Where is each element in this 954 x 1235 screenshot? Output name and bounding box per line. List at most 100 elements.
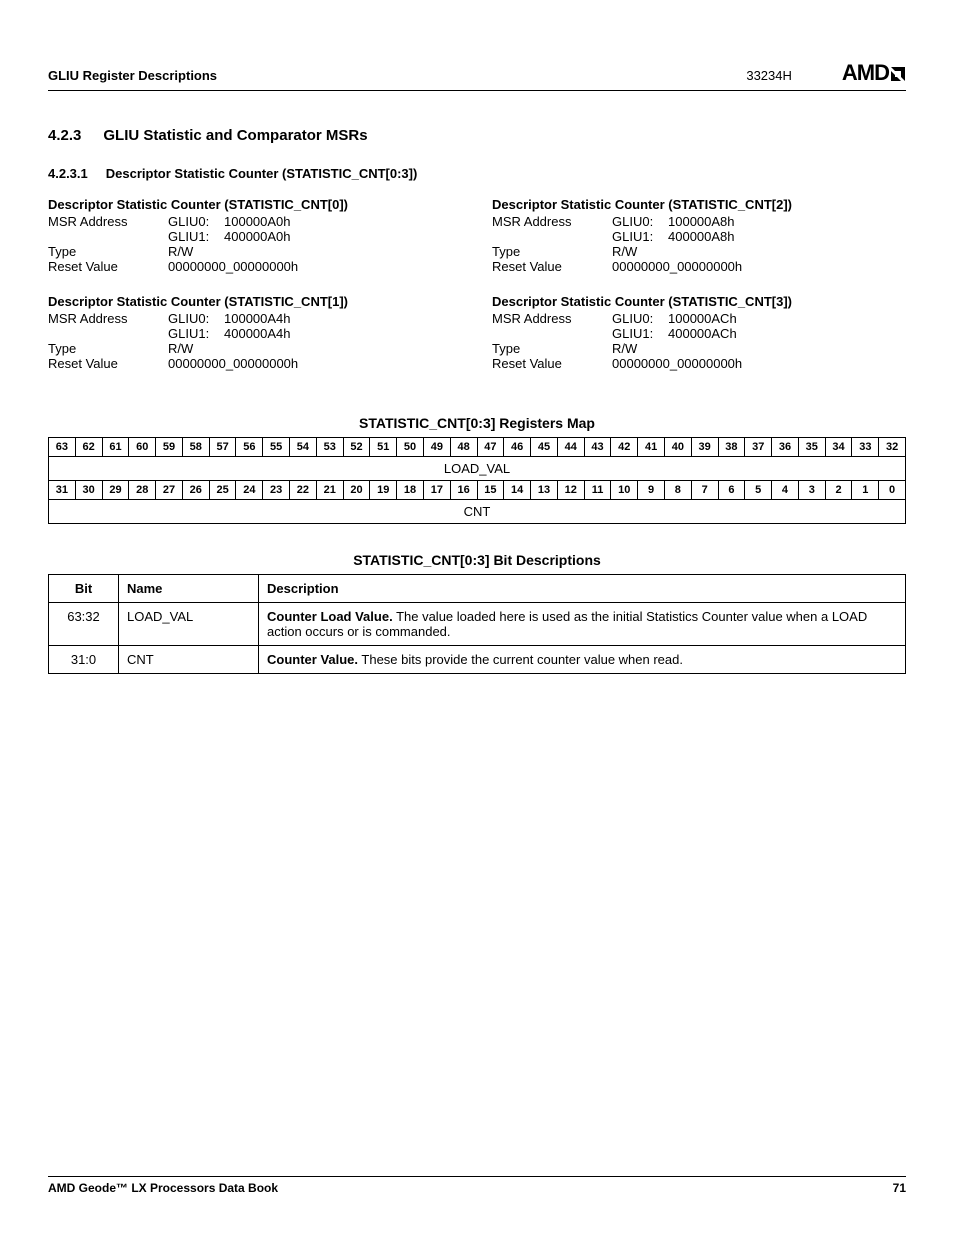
value-gliu1: 400000A8h <box>668 229 735 244</box>
counter-title: Descriptor Statistic Counter (STATISTIC_… <box>48 197 462 212</box>
value-gliu1: 400000A4h <box>224 326 291 341</box>
bit-number-cell: 45 <box>531 438 558 457</box>
bit-number-cell: 57 <box>209 438 236 457</box>
value-type: R/W <box>612 244 637 259</box>
label-gliu0: GLIU0: <box>168 311 224 326</box>
bit-number-cell: 60 <box>129 438 156 457</box>
label-type: Type <box>48 341 168 356</box>
bit-number-cell: 61 <box>102 438 129 457</box>
bit-number-cell: 25 <box>209 481 236 500</box>
label-reset: Reset Value <box>48 356 168 371</box>
bit-number-cell: 22 <box>290 481 317 500</box>
bitmap-low-field: CNT <box>49 500 906 524</box>
label-type: Type <box>492 244 612 259</box>
value-gliu1: 400000A0h <box>224 229 291 244</box>
label-reset: Reset Value <box>492 259 612 274</box>
page-footer: AMD Geode™ LX Processors Data Book 71 <box>48 1176 906 1195</box>
value-gliu0: 100000A4h <box>224 311 291 326</box>
bit-number-cell: 21 <box>316 481 343 500</box>
counter-block-3: Descriptor Statistic Counter (STATISTIC_… <box>492 294 906 371</box>
cell-desc: Counter Value. These bits provide the cu… <box>259 646 906 674</box>
label-gliu1: GLIU1: <box>168 229 224 244</box>
bit-number-cell: 28 <box>129 481 156 500</box>
bit-number-cell: 4 <box>772 481 799 500</box>
bit-number-cell: 55 <box>263 438 290 457</box>
cell-bit: 31:0 <box>49 646 119 674</box>
subsection-title: Descriptor Statistic Counter (STATISTIC_… <box>106 166 418 181</box>
page-header: GLIU Register Descriptions 33234H AMD <box>48 60 906 91</box>
bit-number-cell: 41 <box>638 438 665 457</box>
bit-desc-table: Bit Name Description 63:32 LOAD_VAL Coun… <box>48 574 906 674</box>
bit-number-cell: 52 <box>343 438 370 457</box>
bit-number-cell: 3 <box>798 481 825 500</box>
bit-number-cell: 23 <box>263 481 290 500</box>
value-gliu0: 100000A8h <box>668 214 735 229</box>
bit-number-cell: 33 <box>852 438 879 457</box>
section-number: 4.2.3 <box>48 127 81 144</box>
bit-number-cell: 36 <box>772 438 799 457</box>
bit-number-cell: 18 <box>397 481 424 500</box>
bit-number-cell: 14 <box>504 481 531 500</box>
bit-number-cell: 31 <box>49 481 76 500</box>
value-reset: 00000000_00000000h <box>168 259 298 274</box>
bit-number-cell: 40 <box>664 438 691 457</box>
label-msr-address: MSR Address <box>492 214 612 229</box>
bit-number-cell: 16 <box>450 481 477 500</box>
label-msr-address: MSR Address <box>48 214 168 229</box>
counter-title: Descriptor Statistic Counter (STATISTIC_… <box>492 294 906 309</box>
label-gliu1: GLIU1: <box>612 229 668 244</box>
header-section-title: GLIU Register Descriptions <box>48 68 217 83</box>
bit-desc-title: STATISTIC_CNT[0:3] Bit Descriptions <box>48 552 906 568</box>
label-msr-address: MSR Address <box>48 311 168 326</box>
bit-number-cell: 39 <box>691 438 718 457</box>
counter-block-1: Descriptor Statistic Counter (STATISTIC_… <box>48 294 462 371</box>
bit-number-cell: 37 <box>745 438 772 457</box>
cell-desc: Counter Load Value. The value loaded her… <box>259 603 906 646</box>
bit-number-cell: 1 <box>852 481 879 500</box>
cell-desc-bold: Counter Value. <box>267 652 358 667</box>
bit-number-cell: 10 <box>611 481 638 500</box>
bit-number-cell: 51 <box>370 438 397 457</box>
footer-page-number: 71 <box>893 1181 906 1195</box>
bit-number-cell: 13 <box>531 481 558 500</box>
subsection-number: 4.2.3.1 <box>48 166 88 181</box>
value-gliu1: 400000ACh <box>668 326 737 341</box>
bit-number-cell: 38 <box>718 438 745 457</box>
bit-number-cell: 0 <box>879 481 906 500</box>
bit-number-cell: 29 <box>102 481 129 500</box>
col-header-desc: Description <box>259 575 906 603</box>
bit-number-cell: 32 <box>879 438 906 457</box>
bit-number-cell: 43 <box>584 438 611 457</box>
bit-number-cell: 9 <box>638 481 665 500</box>
bit-number-cell: 19 <box>370 481 397 500</box>
label-gliu0: GLIU0: <box>612 214 668 229</box>
bit-number-cell: 53 <box>316 438 343 457</box>
bit-number-cell: 6 <box>718 481 745 500</box>
bitmap-row-high-bits: 6362616059585756555453525150494847464544… <box>49 438 906 457</box>
bit-number-cell: 42 <box>611 438 638 457</box>
label-reset: Reset Value <box>492 356 612 371</box>
table-row: 31:0 CNT Counter Value. These bits provi… <box>49 646 906 674</box>
bit-number-cell: 5 <box>745 481 772 500</box>
label-msr-address: MSR Address <box>492 311 612 326</box>
bit-number-cell: 8 <box>664 481 691 500</box>
label-gliu1: GLIU1: <box>168 326 224 341</box>
bit-number-cell: 35 <box>798 438 825 457</box>
value-type: R/W <box>168 244 193 259</box>
register-map-table: 6362616059585756555453525150494847464544… <box>48 437 906 524</box>
counters-col-left: Descriptor Statistic Counter (STATISTIC_… <box>48 197 462 371</box>
section-title: GLIU Statistic and Comparator MSRs <box>103 127 367 144</box>
amd-logo-text: AMD <box>842 60 889 86</box>
value-reset: 00000000_00000000h <box>612 356 742 371</box>
bit-number-cell: 15 <box>477 481 504 500</box>
register-map-title: STATISTIC_CNT[0:3] Registers Map <box>48 415 906 431</box>
cell-desc-rest: These bits provide the current counter v… <box>358 652 683 667</box>
bit-number-cell: 47 <box>477 438 504 457</box>
bit-number-cell: 46 <box>504 438 531 457</box>
bitmap-row-low-bits: 3130292827262524232221201918171615141312… <box>49 481 906 500</box>
value-type: R/W <box>612 341 637 356</box>
counter-block-0: Descriptor Statistic Counter (STATISTIC_… <box>48 197 462 274</box>
bitmap-row-high-field: LOAD_VAL <box>49 457 906 481</box>
bitmap-row-low-field: CNT <box>49 500 906 524</box>
value-type: R/W <box>168 341 193 356</box>
